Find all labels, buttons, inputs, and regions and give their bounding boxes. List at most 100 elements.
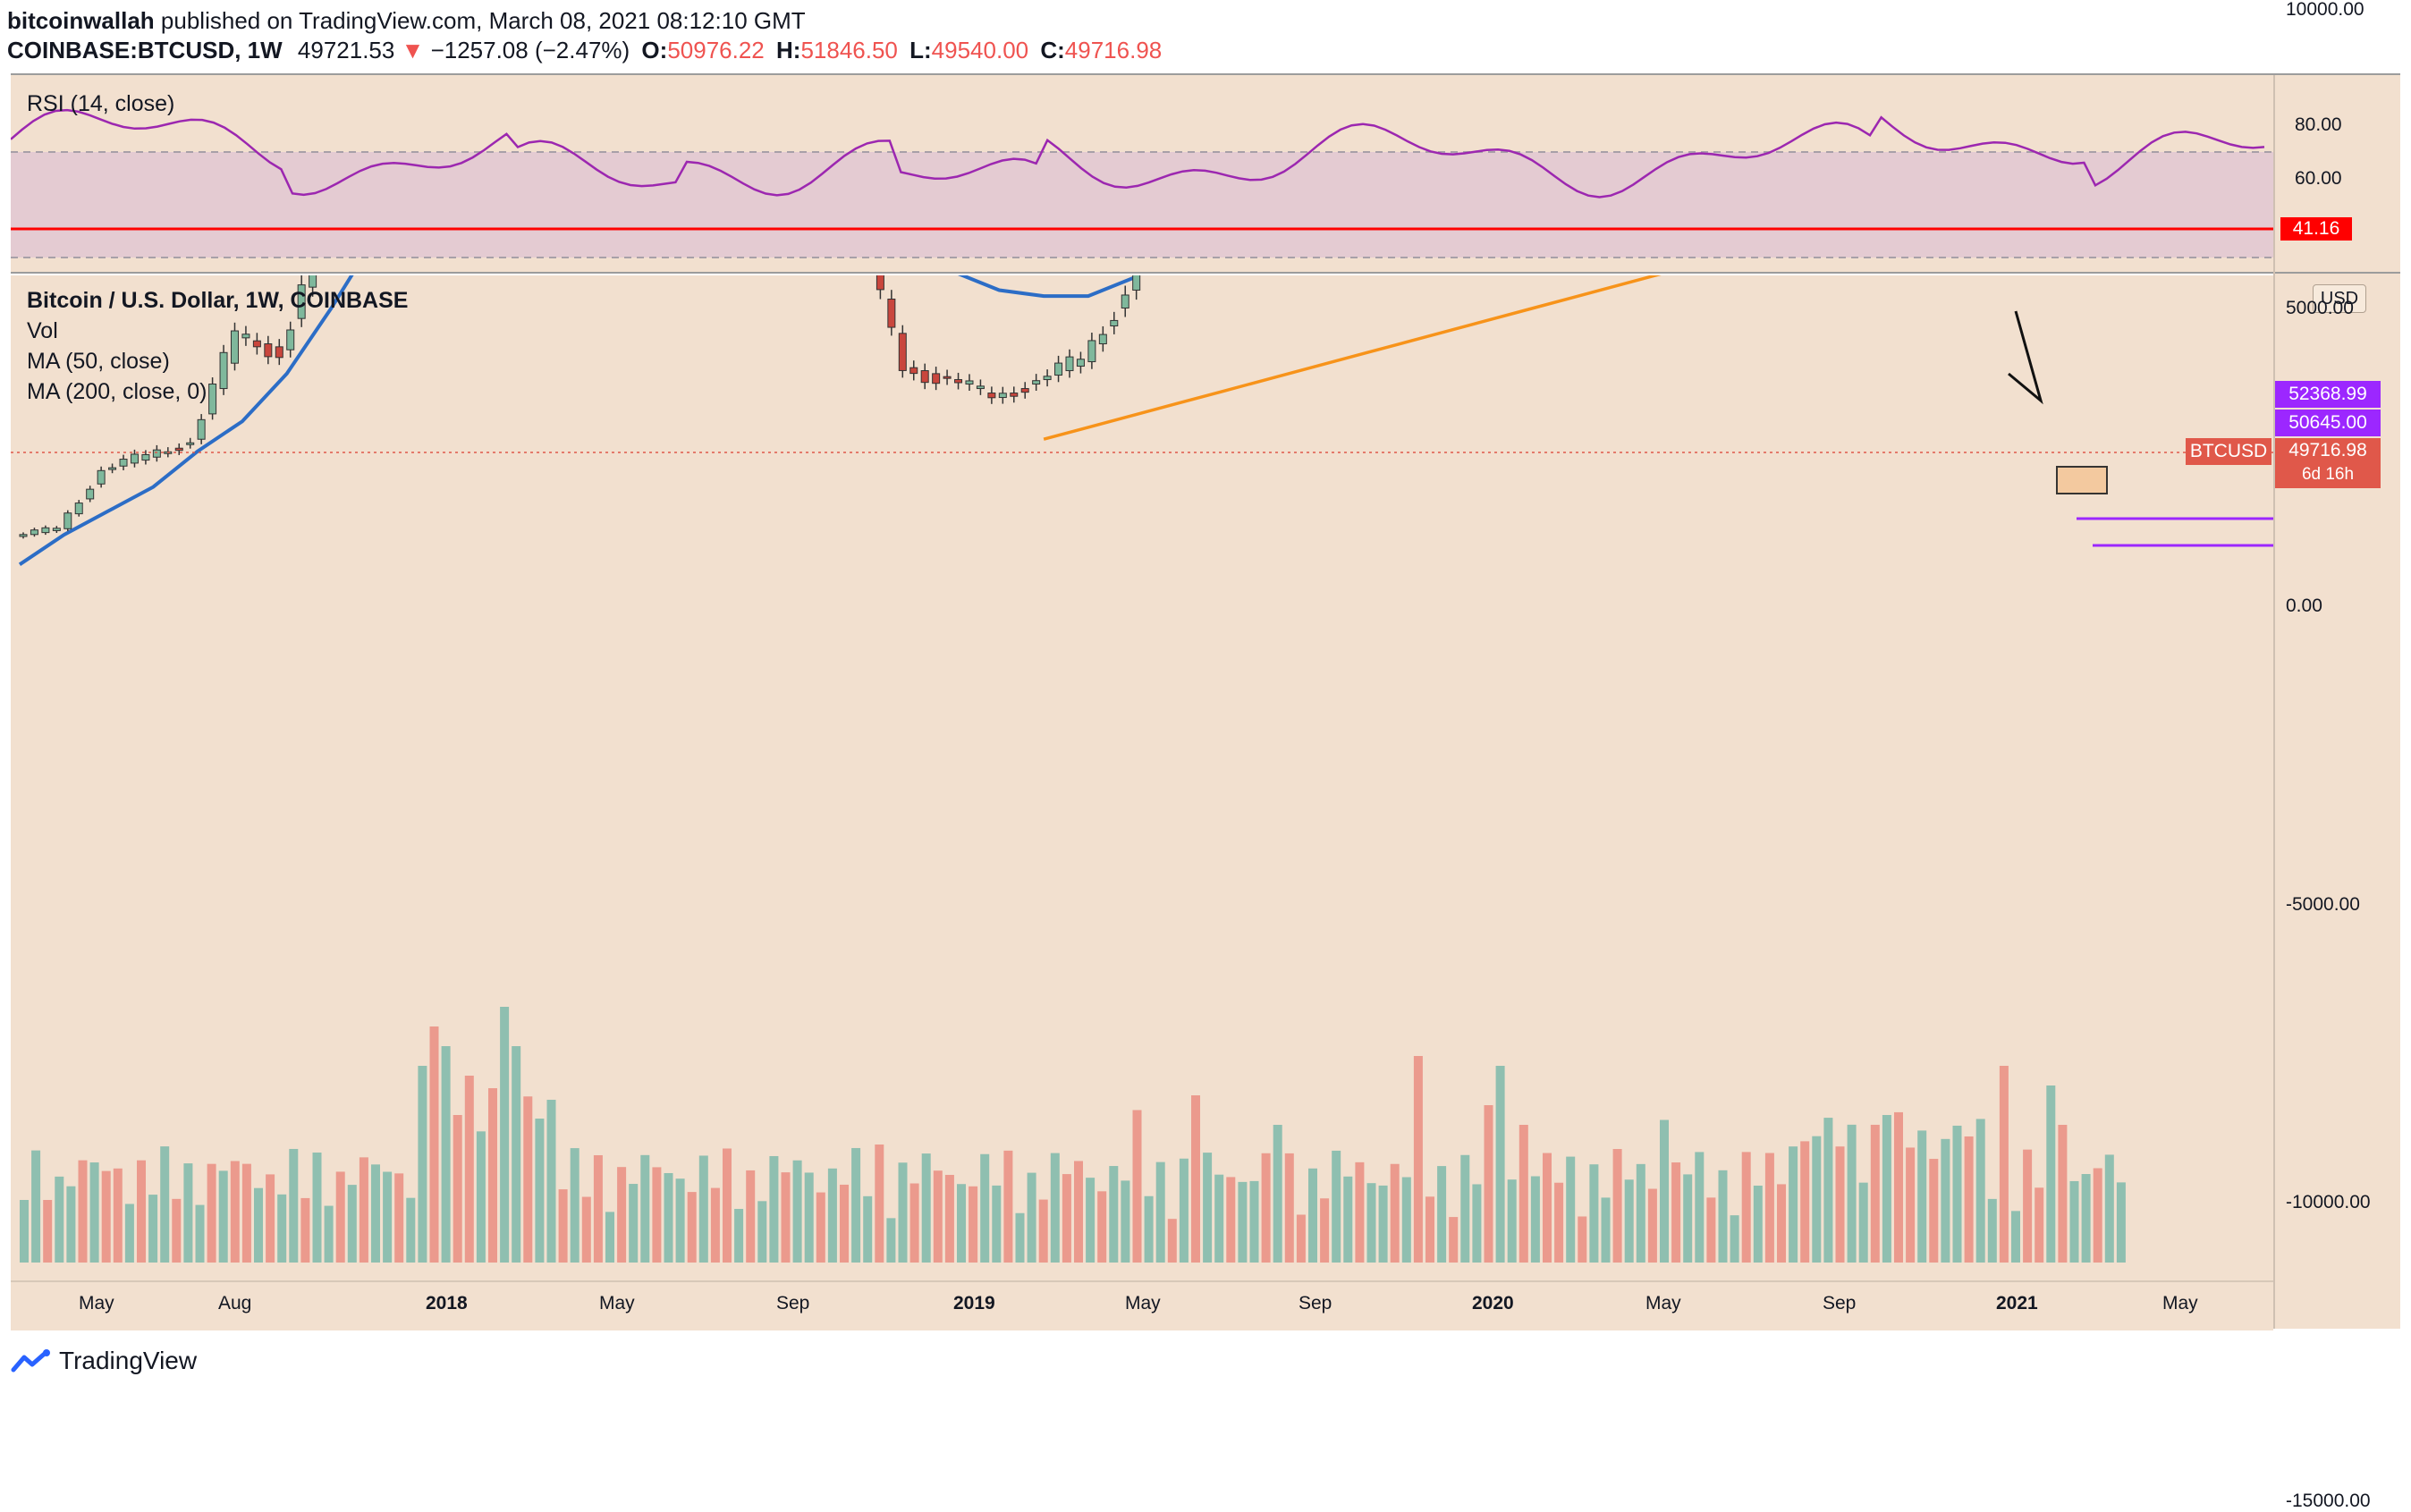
volume-bar <box>2046 1085 2056 1263</box>
volume-bar <box>1273 1125 1282 1263</box>
candle-body <box>876 275 884 291</box>
volume-bar <box>792 1160 802 1263</box>
candle-body <box>920 370 929 384</box>
symbol-label[interactable]: COINBASE:BTCUSD, 1W <box>7 37 283 63</box>
open-label: O: <box>641 37 668 63</box>
volume-bar <box>2093 1168 2102 1263</box>
volume-bar <box>464 1076 474 1263</box>
author-name[interactable]: bitcoinwallah <box>7 7 155 34</box>
last-price: 49721.53 <box>297 37 395 63</box>
volume-bar <box>957 1184 966 1263</box>
volume-bar <box>1566 1156 1576 1263</box>
candle-body <box>30 529 38 536</box>
volume-bar <box>523 1096 533 1263</box>
volume-bar <box>1789 1146 1798 1263</box>
ma50-label[interactable]: MA (50, close) <box>27 349 170 374</box>
volume-bar <box>746 1170 756 1263</box>
volume-bar <box>113 1168 123 1263</box>
volume-bar <box>1882 1115 1891 1263</box>
volume-bar <box>488 1088 497 1263</box>
last-price-tag: 49716.98 6d 16h <box>2275 438 2381 488</box>
volume-bar <box>1027 1172 1036 1263</box>
candle-body <box>932 373 941 384</box>
volume-bar <box>1050 1153 1060 1263</box>
candle-body <box>1043 376 1052 381</box>
volume-bar <box>840 1184 849 1263</box>
volume-bar <box>1284 1153 1294 1263</box>
open-value: 50976.22 <box>667 37 765 63</box>
rsi-label[interactable]: RSI (14, close) <box>27 91 175 116</box>
volume-bar <box>55 1176 64 1263</box>
volume-bar <box>1449 1217 1459 1263</box>
volume-bar <box>1858 1182 1868 1263</box>
volume-bar <box>1519 1125 1528 1263</box>
volume-bar <box>1378 1185 1388 1263</box>
rsi-pane[interactable]: RSI (14, close) <box>11 75 2273 272</box>
vol-label[interactable]: Vol <box>27 318 58 343</box>
volume-bar <box>1624 1179 1634 1263</box>
candle-body <box>152 449 161 458</box>
price-change: −1257.08 (−2.47%) <box>430 37 630 63</box>
time-axis[interactable] <box>11 1280 2273 1330</box>
time-tick: May <box>1645 1293 1681 1313</box>
volume-bar <box>89 1162 99 1263</box>
time-tick: May <box>1125 1293 1161 1313</box>
volume-bar <box>335 1171 345 1263</box>
volume-bar <box>1812 1136 1822 1263</box>
volume-bar <box>476 1131 486 1263</box>
volume-bar <box>1764 1153 1774 1263</box>
volume-bar <box>289 1148 299 1263</box>
volume-bar <box>1261 1153 1271 1263</box>
time-tick: May <box>79 1293 114 1313</box>
candle-body <box>108 467 117 470</box>
volume-bar <box>1636 1163 1645 1263</box>
volume-bar <box>1612 1149 1622 1263</box>
volume-bar <box>2035 1187 2044 1263</box>
price-axis[interactable] <box>2275 75 2400 1329</box>
candle-body <box>1020 388 1029 393</box>
volume-bar <box>2011 1211 2020 1263</box>
price-plot <box>11 275 2273 1263</box>
volume-bar <box>1718 1170 1728 1263</box>
volume-bar <box>230 1161 240 1263</box>
rsi-tick-80: 80.00 <box>2295 114 2342 135</box>
tradingview-logo[interactable]: TradingView <box>11 1347 197 1375</box>
volume-bar <box>734 1209 744 1263</box>
candle-body <box>887 298 896 328</box>
low-value: 49540.00 <box>931 37 1029 63</box>
rsi-level-tag: 41.16 <box>2280 217 2352 241</box>
axis-separator <box>2273 75 2275 1329</box>
volume-bar <box>723 1148 732 1263</box>
volume-bar <box>1460 1154 1470 1263</box>
volume-bar <box>183 1163 193 1263</box>
chart-title[interactable]: Bitcoin / U.S. Dollar, 1W, COINBASE <box>27 288 409 313</box>
candle-body <box>41 527 50 534</box>
ma200-label[interactable]: MA (200, close, 0) <box>27 379 207 404</box>
main-price-pane[interactable]: Bitcoin / U.S. Dollar, 1W, COINBASE Vol … <box>11 275 2273 1280</box>
tradingview-icon <box>11 1349 50 1373</box>
time-tick: Sep <box>1823 1293 1857 1313</box>
volume-bar <box>160 1146 170 1263</box>
candle-body <box>52 528 61 531</box>
volume-bar <box>312 1152 322 1263</box>
candle-body <box>1010 393 1019 397</box>
volume-bar <box>1906 1147 1916 1263</box>
volume-bar <box>172 1198 182 1263</box>
ma50-line <box>18 275 1140 566</box>
volume-bar <box>1472 1184 1482 1263</box>
volume-bar <box>1495 1066 1505 1263</box>
volume-bar <box>921 1153 931 1263</box>
volume-bar <box>1109 1166 1119 1263</box>
volume-bar <box>1097 1191 1107 1263</box>
candle-body <box>252 340 261 348</box>
candle-body <box>141 454 150 461</box>
volume-bar <box>980 1153 990 1263</box>
pane-divider[interactable] <box>11 272 2400 274</box>
candle-body <box>97 469 106 485</box>
currency-button[interactable]: USD <box>2313 284 2366 313</box>
time-tick: 2018 <box>426 1293 468 1313</box>
candle-body <box>1132 275 1141 291</box>
candle-body <box>130 453 139 464</box>
time-tick: 2019 <box>953 1293 995 1313</box>
volume-bar <box>1683 1174 1693 1263</box>
